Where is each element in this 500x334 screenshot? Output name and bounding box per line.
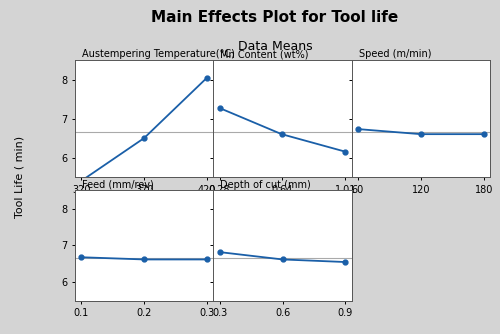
Text: Austempering Temperature(°C): Austempering Temperature(°C) bbox=[82, 49, 235, 59]
Text: Feed (mm/rev): Feed (mm/rev) bbox=[82, 180, 154, 190]
Text: Depth of cut (mm): Depth of cut (mm) bbox=[220, 180, 311, 190]
Text: Mn Content (wt%): Mn Content (wt%) bbox=[220, 49, 309, 59]
Text: Speed (m/min): Speed (m/min) bbox=[358, 49, 431, 59]
Text: Data Means: Data Means bbox=[238, 40, 312, 53]
Text: Main Effects Plot for Tool life: Main Effects Plot for Tool life bbox=[152, 10, 398, 25]
Text: Tool Life ( min): Tool Life ( min) bbox=[15, 136, 25, 218]
